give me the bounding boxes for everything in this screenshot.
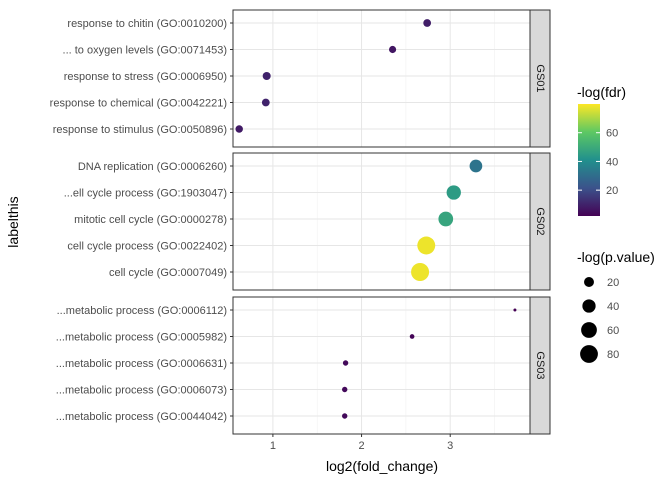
y-tick-label: ... to oxygen levels (GO:0071453) — [63, 45, 227, 57]
panel-background — [233, 153, 530, 290]
x-axis: log2(fold_change) 1 2 3 — [270, 434, 453, 474]
size-legend-label: 20 — [607, 277, 619, 289]
x-tick-label: 2 — [358, 440, 364, 452]
color-legend: -log(fdr) 20 40 60 — [577, 84, 626, 216]
y-tick-label: response to chitin (GO:0010200) — [67, 18, 227, 30]
data-point — [423, 19, 432, 27]
size-legend-label: 80 — [607, 349, 619, 361]
y-tick-label: cell cycle (GO:0007049) — [109, 267, 227, 279]
facet-panels: response to chitin (GO:0010200) ... to ox… — [50, 9, 551, 435]
facet-panel: ...metabolic process (GO:0006112) ...meta… — [56, 296, 551, 435]
y-tick-label: response to stimulus (GO:0050896) — [53, 124, 227, 136]
facet-strip — [529, 152, 551, 291]
size-legend-label: 60 — [607, 325, 619, 337]
color-legend-label: 40 — [606, 156, 618, 168]
size-legend-dot — [580, 345, 598, 363]
size-legend-title: -log(p.value) — [577, 249, 655, 265]
facet-strip-label: GS01 — [534, 64, 546, 92]
x-axis-title: log2(fold_change) — [326, 458, 438, 474]
size-legend-dot — [581, 322, 597, 338]
facet-panel: DNA replication (GO:0006260) ...ell cycle… — [64, 152, 551, 291]
data-point — [513, 308, 517, 312]
y-tick-label: ...metabolic process (GO:0006073) — [56, 385, 227, 397]
facet-panel: response to chitin (GO:0010200) ... to ox… — [50, 9, 551, 148]
y-tick-label: cell cycle process (GO:0022402) — [67, 241, 227, 253]
y-tick-label: response to stress (GO:0006950) — [64, 71, 227, 83]
data-point — [342, 360, 349, 366]
facet-strip — [529, 296, 551, 435]
y-tick-label: ...metabolic process (GO:0006112) — [57, 305, 227, 317]
facet-strip-label: GS03 — [534, 351, 546, 379]
data-point — [389, 45, 397, 54]
color-legend-title: -log(fdr) — [577, 84, 626, 100]
data-point — [411, 263, 430, 281]
y-tick-label: ...ell cycle process (GO:1903047) — [64, 188, 227, 200]
y-tick-label: mitotic cell cycle (GO:0000278) — [74, 214, 227, 226]
data-point — [417, 236, 436, 255]
color-legend-label: 20 — [606, 185, 618, 197]
y-tick-label: DNA replication (GO:0006260) — [78, 161, 227, 173]
data-point — [469, 159, 483, 173]
data-point — [342, 413, 348, 419]
size-legend-dot — [584, 277, 594, 287]
size-legend-dot — [582, 299, 596, 313]
color-legend-bar — [578, 104, 600, 216]
facet-strip — [529, 9, 551, 148]
data-point — [342, 386, 348, 393]
x-tick-label: 3 — [447, 440, 453, 452]
data-point — [409, 334, 415, 339]
y-tick-label: ...metabolic process (GO:0006631) — [56, 358, 227, 370]
size-legend-label: 40 — [607, 301, 619, 313]
panel-background — [233, 10, 530, 147]
y-tick-label: ...metabolic process (GO:0044042) — [56, 411, 227, 423]
data-point — [262, 71, 271, 81]
size-legend: -log(p.value) 20 40 60 80 — [577, 249, 655, 363]
y-tick-label: ...metabolic process (GO:0005982) — [56, 332, 227, 344]
y-tick-label: response to chemical (GO:0042221) — [50, 98, 227, 110]
data-point — [261, 98, 270, 107]
data-point — [235, 125, 243, 133]
color-legend-label: 60 — [606, 128, 618, 140]
facet-strip-label: GS02 — [534, 207, 546, 235]
y-axis-title: labelthis — [5, 196, 21, 247]
x-tick-label: 1 — [270, 440, 276, 452]
data-point — [446, 185, 461, 200]
data-point — [438, 211, 454, 227]
panel-background — [233, 297, 530, 434]
